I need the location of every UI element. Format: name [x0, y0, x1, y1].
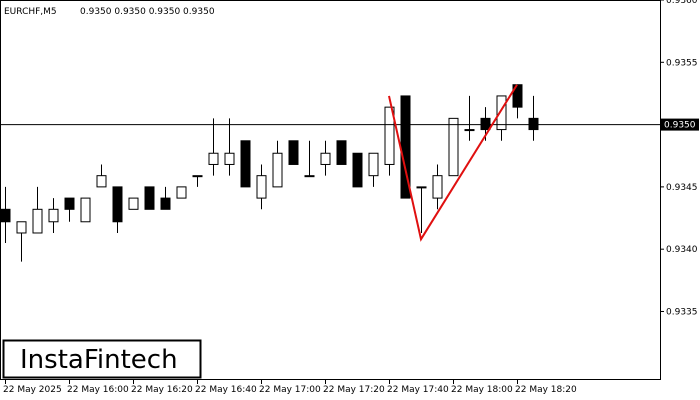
price-tick-label: 0.9360: [666, 0, 698, 6]
logo: InstaFintech: [2, 339, 202, 379]
candles-layer: [0, 84, 539, 262]
candle-bear: [352, 152, 363, 188]
candle-bull: [96, 175, 107, 188]
candle-bull: [448, 117, 459, 177]
price-tick-label: 0.9340: [666, 245, 698, 255]
time-tick-label: 22 May 17:20: [323, 385, 385, 395]
candle-bear: [64, 197, 75, 210]
candle-bear: [528, 117, 539, 131]
candle-bull: [80, 197, 91, 223]
current-price-badge-label: 0.9350: [664, 121, 696, 131]
candle-bear: [336, 140, 347, 165]
price-axis: 0.9335 0.9340 0.9345 0.9355 0.9360: [660, 0, 698, 317]
candle-bear: [160, 197, 171, 210]
candle-bear: [144, 186, 155, 210]
candle-bull: [256, 175, 267, 199]
time-axis: 22 May 2025 22 May 16:00 22 May 16:20 22 Ma…: [3, 380, 577, 395]
candle-bull: [416, 186, 427, 189]
candle-bull: [464, 129, 475, 132]
time-tick-label: 22 May 16:20: [131, 385, 193, 395]
plot-frame: [0, 0, 661, 380]
logo-frame: [2, 339, 202, 379]
time-tick-label: 22 May 17:00: [259, 385, 321, 395]
time-tick-label: 22 May 18:00: [451, 385, 513, 395]
price-tick-label: 0.9355: [666, 58, 698, 68]
candle-bull: [224, 152, 235, 165]
candle-bear: [112, 186, 123, 223]
candle-bull: [496, 95, 507, 131]
pattern-line: [388, 84, 518, 242]
candle-bull: [384, 106, 395, 165]
current-price-badge: 0.9350: [661, 118, 699, 131]
candle-bear: [288, 140, 299, 165]
candle-bull: [48, 208, 59, 223]
time-tick-label: 22 May 18:20: [515, 385, 577, 395]
candle-bull: [208, 152, 219, 165]
candle-bull: [32, 208, 43, 234]
chart-symbol-title: EURCHF,M5: [4, 7, 57, 17]
logo-text: InstaFintech: [20, 345, 178, 375]
price-tick-label: 0.9345: [666, 183, 698, 193]
price-tick-label: 0.9335: [666, 307, 698, 317]
time-tick-label: 22 May 17:40: [387, 385, 449, 395]
candle-bull: [176, 186, 187, 199]
candle-bear: [512, 84, 523, 108]
candle-bear: [0, 208, 11, 223]
candle-bull: [128, 197, 139, 210]
current-price-badge-bg: [661, 118, 699, 131]
candle-bull: [16, 221, 27, 234]
candle-bull: [432, 175, 443, 199]
candle-bull: [304, 175, 315, 178]
chart-ohlc-readout: 0.9350 0.9350 0.9350 0.9350: [80, 7, 215, 17]
candle-bull: [192, 175, 203, 178]
candle-bull: [320, 152, 331, 165]
time-tick-label: 22 May 16:00: [67, 385, 129, 395]
time-tick-label: 22 May 16:40: [195, 385, 257, 395]
candle-bull: [368, 152, 379, 177]
candle-bear: [480, 117, 491, 131]
candle-bear: [240, 140, 251, 188]
time-tick-label: 22 May 2025: [3, 385, 62, 395]
candle-bull: [272, 152, 283, 188]
